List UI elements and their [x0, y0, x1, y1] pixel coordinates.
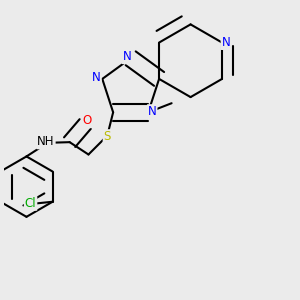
Text: Cl: Cl — [25, 197, 36, 210]
Text: N: N — [92, 71, 101, 84]
Text: S: S — [103, 130, 111, 143]
Text: N: N — [122, 50, 131, 63]
Text: N: N — [148, 105, 157, 118]
Text: N: N — [222, 36, 230, 49]
Text: O: O — [82, 114, 92, 127]
Text: NH: NH — [37, 135, 55, 148]
